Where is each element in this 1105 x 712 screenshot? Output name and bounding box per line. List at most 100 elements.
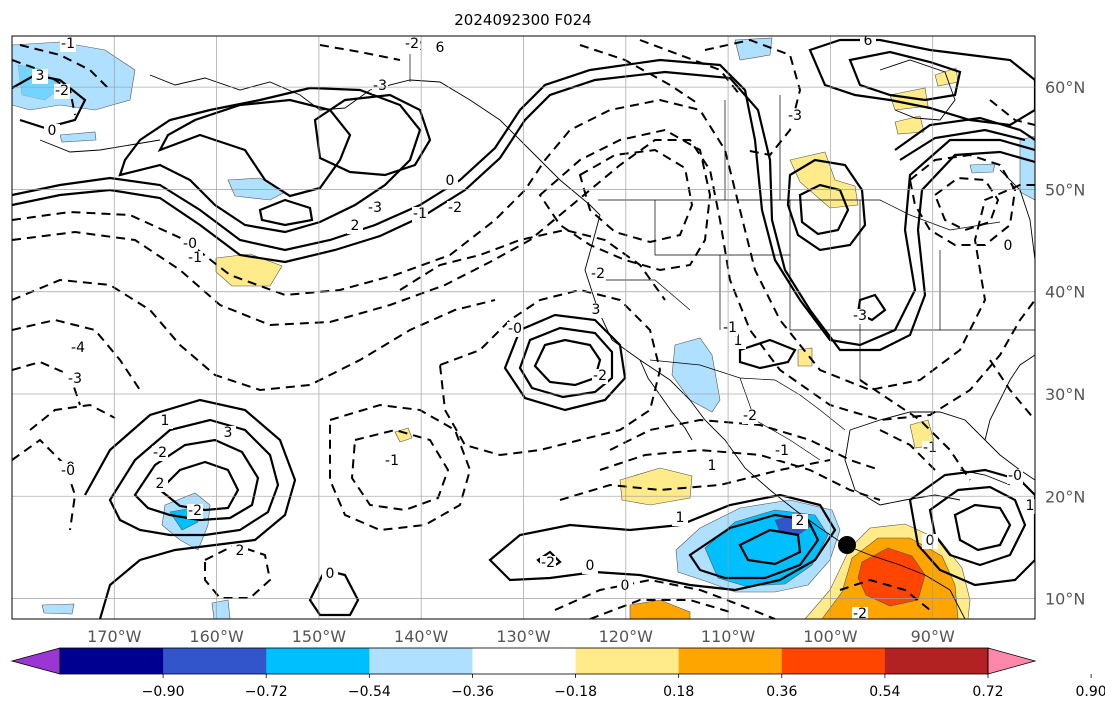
- contour-label-bg: [442, 174, 458, 189]
- contour-label-bg: [67, 372, 83, 387]
- contours-negative: [12, 38, 1035, 619]
- contour-neg-15: [704, 38, 802, 157]
- contour-neg-30: [879, 429, 936, 471]
- shade-yellow-20n: [619, 467, 693, 506]
- state-line-6: [939, 250, 1035, 331]
- contour-label-bg: [722, 321, 738, 336]
- lat-tick-label: 50°N: [1045, 180, 1085, 199]
- contour-pos-20: [928, 485, 1027, 567]
- colorbar: [10, 647, 1037, 675]
- contour-label: 2: [351, 218, 360, 234]
- contour-label: 6: [864, 33, 873, 49]
- contour-label: 0: [621, 578, 630, 594]
- contour-label-bg: [730, 334, 746, 349]
- shade-blue-baja: [671, 337, 721, 413]
- contour-label: -2: [448, 200, 462, 216]
- map-plot: 3-20-1-26-3-26-302-0-3-2-1-231-0-4-3-1-0…: [12, 33, 1035, 622]
- contour-neg-9: [350, 428, 450, 512]
- colorbar-segment: [575, 648, 680, 674]
- contour-label-bg: [70, 341, 86, 356]
- contour-label-bg: [507, 322, 523, 337]
- ne-coast: [999, 169, 1035, 261]
- gulf-coast: [849, 411, 1035, 481]
- contour-label: -0: [183, 236, 197, 252]
- contour-neg-1: [12, 98, 1035, 392]
- colorbar-tick-label: 0.90: [1076, 684, 1105, 700]
- contour-label-bg: [54, 84, 70, 99]
- mexico-gulf-coast: [844, 429, 961, 506]
- contour-neg-26: [839, 578, 931, 611]
- shade-yellow-mexico: [797, 347, 813, 367]
- contour-label-bg: [182, 237, 198, 252]
- state-line-1: [654, 200, 721, 330]
- contour-label-bg: [1022, 499, 1035, 514]
- contour-label: -2: [591, 266, 605, 282]
- latitude-ticks: 60°N 50°N 40°N 30°N 20°N 10°N: [1045, 78, 1085, 608]
- lon-tick-label: 90°W: [911, 627, 955, 646]
- contour-label-bg: [432, 41, 448, 56]
- contour-label: -4: [71, 340, 85, 356]
- colorbar-tick-label: −0.18: [554, 684, 597, 700]
- contour-label-bg: [60, 37, 76, 52]
- contour-label: -2: [405, 36, 419, 52]
- colorbar-tick-label: 0.54: [869, 684, 900, 700]
- contour-pos-7: [503, 313, 627, 412]
- colorbar-segment: [163, 648, 267, 674]
- contour-label: -3: [368, 200, 382, 216]
- contour-neg-22: [599, 448, 881, 501]
- shade-blue-small-s: [211, 599, 231, 619]
- contour-neg-5: [12, 360, 81, 406]
- florida: [984, 354, 1035, 441]
- colorbar-segment: [60, 648, 164, 674]
- contour-pos-15: [688, 513, 820, 580]
- coastlines: [39, 59, 1035, 619]
- contour-label: 3: [224, 425, 233, 441]
- colorbar-tick-label: 0.18: [663, 684, 694, 700]
- contour-pos-10: [84, 398, 297, 619]
- contour-label: -1: [723, 320, 737, 336]
- contour-pos-29: [899, 128, 1026, 161]
- contour-neg-32: [989, 99, 1035, 126]
- contour-pos-25: [848, 50, 962, 102]
- contour-label-bg: [774, 444, 790, 459]
- contour-label: -3: [788, 108, 802, 124]
- contour-label: -2: [853, 606, 867, 622]
- contour-label-bg: [384, 454, 400, 469]
- contour-pos-9: [533, 338, 602, 387]
- colorbar-tick-label: −0.36: [451, 684, 494, 700]
- contour-label: 2: [156, 476, 165, 492]
- contour-neg-20: [12, 59, 76, 116]
- contour-label: 3: [592, 302, 601, 318]
- contour-pos-27: [738, 338, 797, 370]
- lat-tick-label: 40°N: [1045, 283, 1085, 302]
- contour-label-bg: [187, 251, 203, 266]
- contour-label-bg: [787, 109, 803, 124]
- colorbar-segment: [472, 648, 577, 674]
- colorbar-ticks: −0.90 −0.72 −0.54 −0.36 −0.18 0.18 0.36 0.54 0.7…: [142, 674, 1105, 700]
- contour-label-bg: [792, 514, 808, 529]
- baja-peninsula: [639, 359, 693, 441]
- contour-neg-21: [609, 418, 881, 471]
- contour-label-bg: [60, 464, 76, 479]
- contour-pos-6: [313, 93, 432, 177]
- shade-blue-nw-small: [59, 131, 97, 143]
- contour-label: 1: [708, 458, 717, 474]
- contour-label-bg: [852, 607, 868, 619]
- contour-label: -0: [1008, 468, 1022, 484]
- lon-tick-label: 160°W: [189, 627, 244, 646]
- contour-label-bg: [322, 567, 338, 582]
- political-borders: [409, 40, 1035, 461]
- graticule: [12, 36, 1035, 619]
- contour-pos-12: [133, 438, 260, 522]
- contour-label-bg: [617, 579, 633, 594]
- contour-label: -2: [541, 555, 555, 571]
- contour-pos-1: [12, 58, 1035, 347]
- colorbar-segment: [266, 648, 370, 674]
- contour-label: -2: [743, 408, 757, 424]
- contour-pos-8: [518, 326, 614, 399]
- lon-tick-label: 140°W: [394, 627, 449, 646]
- contour-label: 6: [436, 40, 445, 56]
- shade-blue-nw: [12, 41, 136, 111]
- contour-neg-23: [559, 459, 831, 501]
